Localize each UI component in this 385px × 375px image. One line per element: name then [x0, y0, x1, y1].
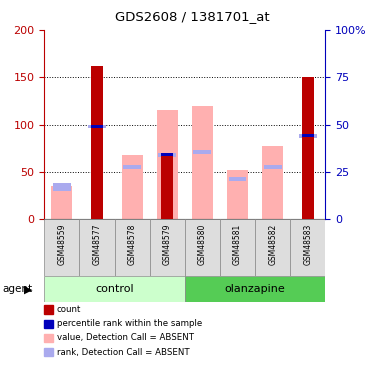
Bar — [157, 110, 178, 219]
Bar — [44, 219, 79, 276]
Bar — [88, 124, 106, 129]
Bar — [150, 219, 185, 276]
Bar — [290, 219, 325, 276]
Bar — [158, 153, 176, 157]
Bar — [53, 183, 71, 191]
Bar — [255, 219, 290, 276]
Text: GDS2608 / 1381701_at: GDS2608 / 1381701_at — [115, 10, 270, 24]
Text: GSM48580: GSM48580 — [198, 224, 207, 265]
Bar — [302, 77, 313, 219]
Text: olanzapine: olanzapine — [225, 284, 285, 294]
Text: GSM48582: GSM48582 — [268, 224, 277, 265]
Text: agent: agent — [2, 285, 32, 294]
Bar — [51, 186, 72, 219]
Text: GSM48579: GSM48579 — [163, 224, 172, 266]
Bar — [79, 219, 115, 276]
Bar — [299, 134, 317, 138]
Bar — [123, 165, 141, 169]
Text: control: control — [95, 284, 134, 294]
Bar — [220, 219, 255, 276]
Bar — [115, 219, 150, 276]
Bar — [185, 276, 325, 302]
Text: count: count — [57, 305, 81, 314]
Bar — [193, 150, 211, 154]
Bar — [227, 170, 248, 219]
Text: GSM48559: GSM48559 — [57, 224, 66, 266]
Text: value, Detection Call = ABSENT: value, Detection Call = ABSENT — [57, 333, 194, 342]
Bar — [262, 147, 283, 219]
Bar — [192, 106, 213, 219]
Bar — [122, 155, 142, 219]
Text: rank, Detection Call = ABSENT: rank, Detection Call = ABSENT — [57, 348, 189, 357]
Bar — [185, 219, 220, 276]
Bar — [91, 124, 103, 128]
Bar — [91, 66, 103, 219]
Bar — [264, 165, 281, 169]
Text: GSM48581: GSM48581 — [233, 224, 242, 265]
Bar — [229, 177, 246, 180]
Text: GSM48577: GSM48577 — [92, 224, 102, 266]
Bar — [44, 276, 185, 302]
Bar — [302, 134, 313, 137]
Text: GSM48583: GSM48583 — [303, 224, 312, 265]
Text: GSM48578: GSM48578 — [127, 224, 137, 265]
Bar — [161, 153, 173, 219]
Text: percentile rank within the sample: percentile rank within the sample — [57, 319, 202, 328]
Text: ▶: ▶ — [24, 285, 32, 294]
Bar — [161, 153, 173, 156]
